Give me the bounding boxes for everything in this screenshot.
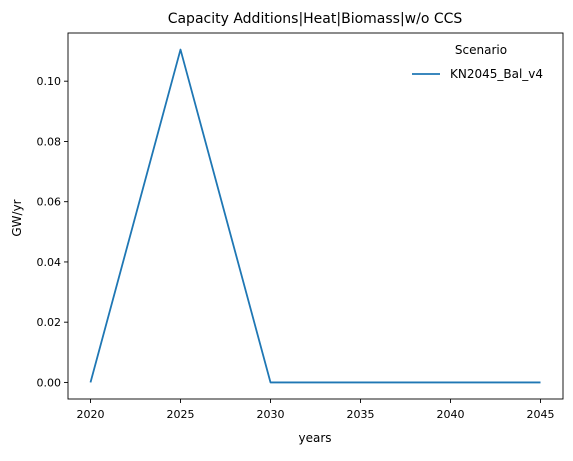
y-axis-label: GW/yr <box>10 199 24 236</box>
y-tick-label: 0.06 <box>37 196 62 209</box>
x-tick-label: 2040 <box>437 408 465 421</box>
x-tick-label: 2035 <box>347 408 375 421</box>
y-tick-label: 0.08 <box>37 135 62 148</box>
y-tick-label: 0.00 <box>37 376 62 389</box>
x-tick-label: 2045 <box>527 408 555 421</box>
x-axis-label: years <box>298 431 331 445</box>
y-tick-label: 0.02 <box>37 316 62 329</box>
x-tick-label: 2020 <box>77 408 105 421</box>
legend-entry-label: KN2045_Bal_v4 <box>450 67 543 81</box>
x-tick-label: 2025 <box>167 408 195 421</box>
legend-title: Scenario <box>455 43 507 57</box>
chart-title: Capacity Additions|Heat|Biomass|w/o CCS <box>168 11 463 27</box>
x-tick-label: 2030 <box>257 408 285 421</box>
y-tick-label: 0.04 <box>37 256 62 269</box>
y-tick-label: 0.10 <box>37 75 62 88</box>
